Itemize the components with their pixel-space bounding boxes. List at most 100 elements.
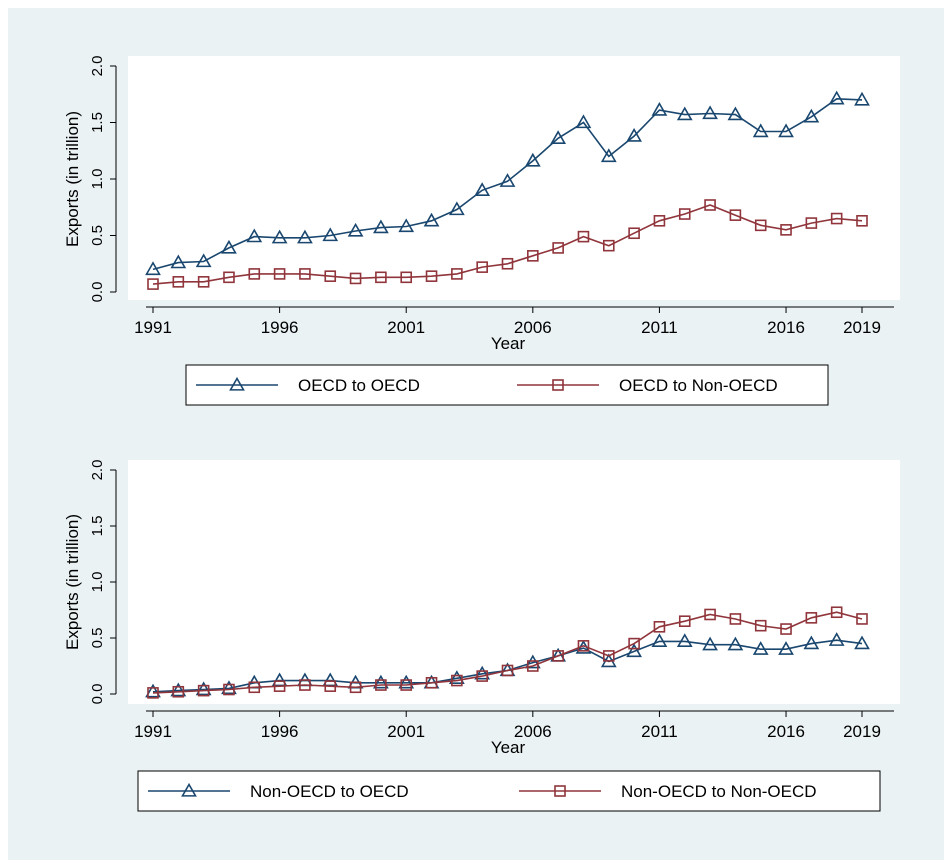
p1-series-2-point — [729, 209, 742, 221]
p1-series-1-point — [271, 229, 288, 244]
p1-series-2-point — [577, 230, 590, 243]
p1-series-1-point — [398, 218, 415, 233]
p1-series-2-point — [197, 276, 210, 288]
p2-series-1-point — [474, 665, 491, 680]
p2-series-2-point — [628, 637, 640, 650]
p2-series-2-point — [451, 674, 463, 687]
p1-series-2-point — [273, 268, 286, 280]
p2-y-tick-label: 2.0 — [89, 460, 106, 481]
p2-series-2-point — [856, 613, 868, 625]
p1-series-2-point — [501, 257, 514, 270]
p2-x-tick-label: 1996 — [261, 722, 299, 741]
p2-series-2-point — [375, 679, 387, 691]
p2-series-2-point — [780, 623, 792, 635]
p1-series-2-point — [527, 250, 539, 262]
p2-legend-label-1: Non-OECD to OECD — [250, 782, 409, 801]
p1-series-1-point — [828, 90, 845, 105]
p2-y-tick-label: 0.0 — [89, 684, 106, 705]
p2-y-tick-label: 0.5 — [89, 628, 106, 649]
p1-legend-marker-2 — [552, 379, 564, 391]
p1-legend-box — [185, 364, 829, 406]
p2-series-2-point — [501, 664, 514, 677]
p1-series-1-point — [778, 123, 794, 138]
p1-series-2-point — [754, 219, 767, 232]
p1-series-line-2 — [152, 204, 863, 285]
p2-series-1-point — [373, 674, 389, 689]
p1-series-1-point — [727, 106, 744, 121]
p1-series-2-point — [349, 272, 362, 285]
p2-series-1-point — [170, 682, 187, 697]
p1-series-1-point — [803, 108, 820, 123]
p2-series-1-point — [676, 633, 693, 648]
p2-series-1-point — [727, 636, 744, 651]
p1-x-tick-label: 2011 — [641, 318, 678, 337]
p2-series-2-point — [273, 680, 286, 692]
p2-series-2-point — [577, 640, 590, 652]
p2-series-2-point — [704, 608, 716, 621]
p2-series-2-point — [830, 606, 843, 619]
p2-series-2-point — [754, 619, 767, 632]
p1-x-tick-label: 1996 — [261, 318, 299, 337]
p1-series-1-point — [347, 222, 364, 237]
chart-svg: 0.0 0.5 1.0 1.5 2.0 Exports (in trillion) 1991… — [63, 56, 900, 812]
p1-series-2-point — [425, 270, 438, 282]
p1-series-2-point — [628, 227, 640, 240]
p1-series-1-point — [676, 106, 693, 121]
p2-series-2-point — [299, 679, 311, 691]
p2-x-tick-label: 2006 — [514, 722, 552, 741]
p1-series-1-point — [170, 254, 187, 269]
figure-background: 0.0 0.5 1.0 1.5 2.0 Exports (in trillion) 1991… — [8, 8, 944, 860]
p1-series-2-point — [678, 208, 691, 220]
p1-x-tick-label: 1991 — [134, 318, 172, 337]
p2-series-2-point — [349, 681, 362, 694]
p1-y-tick-label: 2.0 — [89, 56, 106, 77]
p2-series-1-point — [803, 635, 820, 650]
p1-series-1-point — [246, 228, 263, 243]
p1-series-2-point — [451, 268, 463, 280]
p1-series-1-point — [322, 227, 339, 242]
p2-series-2-point — [223, 683, 235, 696]
p1-x-tick-label: 2006 — [514, 318, 552, 337]
p2-series-line-2 — [152, 611, 863, 694]
p2-legend-marker-2 — [554, 785, 566, 797]
p2-x-tick-label: 2001 — [387, 722, 425, 741]
p1-series-1-point — [297, 229, 313, 244]
p2-series-2-point — [602, 650, 615, 662]
p1-series-1-point — [373, 219, 389, 234]
p2-series-2-point — [400, 679, 413, 691]
p1-x-tick-label: 2001 — [387, 318, 425, 337]
p2-series-1-point — [221, 680, 237, 695]
p2-series-1-point — [854, 635, 870, 650]
p1-series-1-point — [423, 212, 440, 227]
p1-x-tick-label: 2019 — [843, 318, 881, 337]
p1-series-2-point — [324, 270, 337, 282]
p1-y-tick-label: 1.5 — [89, 112, 106, 133]
p1-series-2-point — [172, 276, 185, 288]
p1-series-1-point — [626, 127, 642, 142]
p2-series-1-point — [524, 654, 541, 669]
p2-series-1-point — [828, 632, 845, 646]
p2-series-2-point — [147, 687, 159, 699]
p1-series-2-point — [375, 271, 387, 284]
p2-series-2-point — [425, 676, 438, 689]
p1-x-tick-label: 2016 — [767, 318, 805, 337]
p2-y-axis-title: Exports (in trillion) — [63, 514, 82, 650]
p2-series-1-point — [651, 633, 668, 648]
p2-series-1-point — [778, 641, 794, 655]
p1-series-1-point — [499, 173, 516, 187]
p1-y-tick-label: 0.5 — [89, 225, 106, 246]
p2-legend-marker-1 — [181, 782, 197, 797]
p1-legend-label-1: OECD to OECD — [298, 376, 420, 395]
p2-series-2-point — [324, 680, 337, 692]
p1-series-1-point — [550, 130, 567, 144]
p1-series-1-point — [702, 105, 718, 120]
p1-plot-area — [128, 56, 900, 300]
p1-series-1-point — [195, 253, 212, 268]
p2-series-1-point — [398, 674, 415, 689]
p1-series-1-point — [448, 201, 465, 216]
p2-series-2-point — [197, 684, 210, 697]
p2-series-2-point — [248, 681, 261, 694]
p1-y-tick-label: 0.0 — [89, 282, 106, 303]
p2-series-2-point — [476, 670, 488, 682]
p2-plot-area — [128, 460, 900, 704]
